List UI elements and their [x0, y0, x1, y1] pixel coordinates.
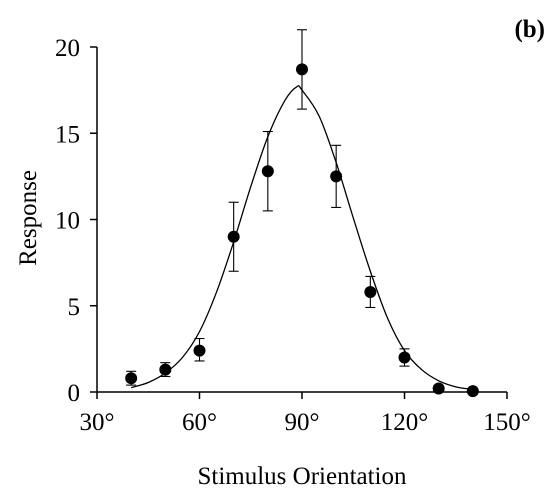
- data-point: [261, 165, 274, 178]
- data-point: [330, 170, 343, 183]
- panel-label: (b): [514, 16, 545, 43]
- data-point: [227, 230, 240, 243]
- y-tick-label: 20: [55, 35, 80, 62]
- y-tick-label: 10: [55, 208, 80, 235]
- x-axis-ticks: 30° 60° 90° 120° 150°: [80, 392, 531, 436]
- x-tick-label: 90°: [285, 409, 320, 436]
- data-point: [159, 363, 172, 376]
- y-tick-label: 5: [68, 294, 81, 321]
- y-axis-ticks: 0 5 10 15 20: [55, 35, 97, 407]
- x-tick-label: 60°: [182, 409, 217, 436]
- plot-area: 0 5 10 15 20 30° 60° 90° 120° 150°: [55, 29, 531, 436]
- data-point: [125, 372, 138, 385]
- data-point: [193, 344, 206, 357]
- fit-curve-line: [130, 85, 473, 391]
- x-tick-label: 30°: [80, 409, 115, 436]
- y-axis-title: Response: [15, 170, 42, 266]
- data-point: [296, 63, 308, 76]
- data-point: [364, 285, 377, 298]
- data-point: [432, 382, 445, 395]
- data-point: [398, 351, 411, 364]
- error-bars: [126, 29, 478, 394]
- data-point: [466, 385, 479, 398]
- y-tick-label: 15: [55, 121, 80, 148]
- x-tick-label: 120°: [381, 409, 429, 436]
- y-tick-label: 0: [68, 380, 81, 407]
- x-axis-title: Stimulus Orientation: [197, 463, 407, 490]
- data-points: [125, 63, 479, 398]
- x-tick-label: 150°: [483, 409, 531, 436]
